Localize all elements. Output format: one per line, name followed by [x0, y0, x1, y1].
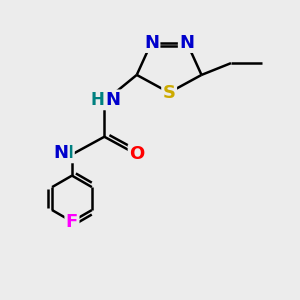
Text: H: H — [91, 91, 104, 109]
Text: O: O — [129, 146, 144, 164]
Text: H: H — [60, 144, 74, 162]
Text: F: F — [66, 212, 78, 230]
Text: N: N — [144, 34, 159, 52]
Text: N: N — [53, 144, 68, 162]
Text: N: N — [106, 91, 121, 109]
Text: N: N — [179, 34, 194, 52]
Text: S: S — [163, 84, 176, 102]
